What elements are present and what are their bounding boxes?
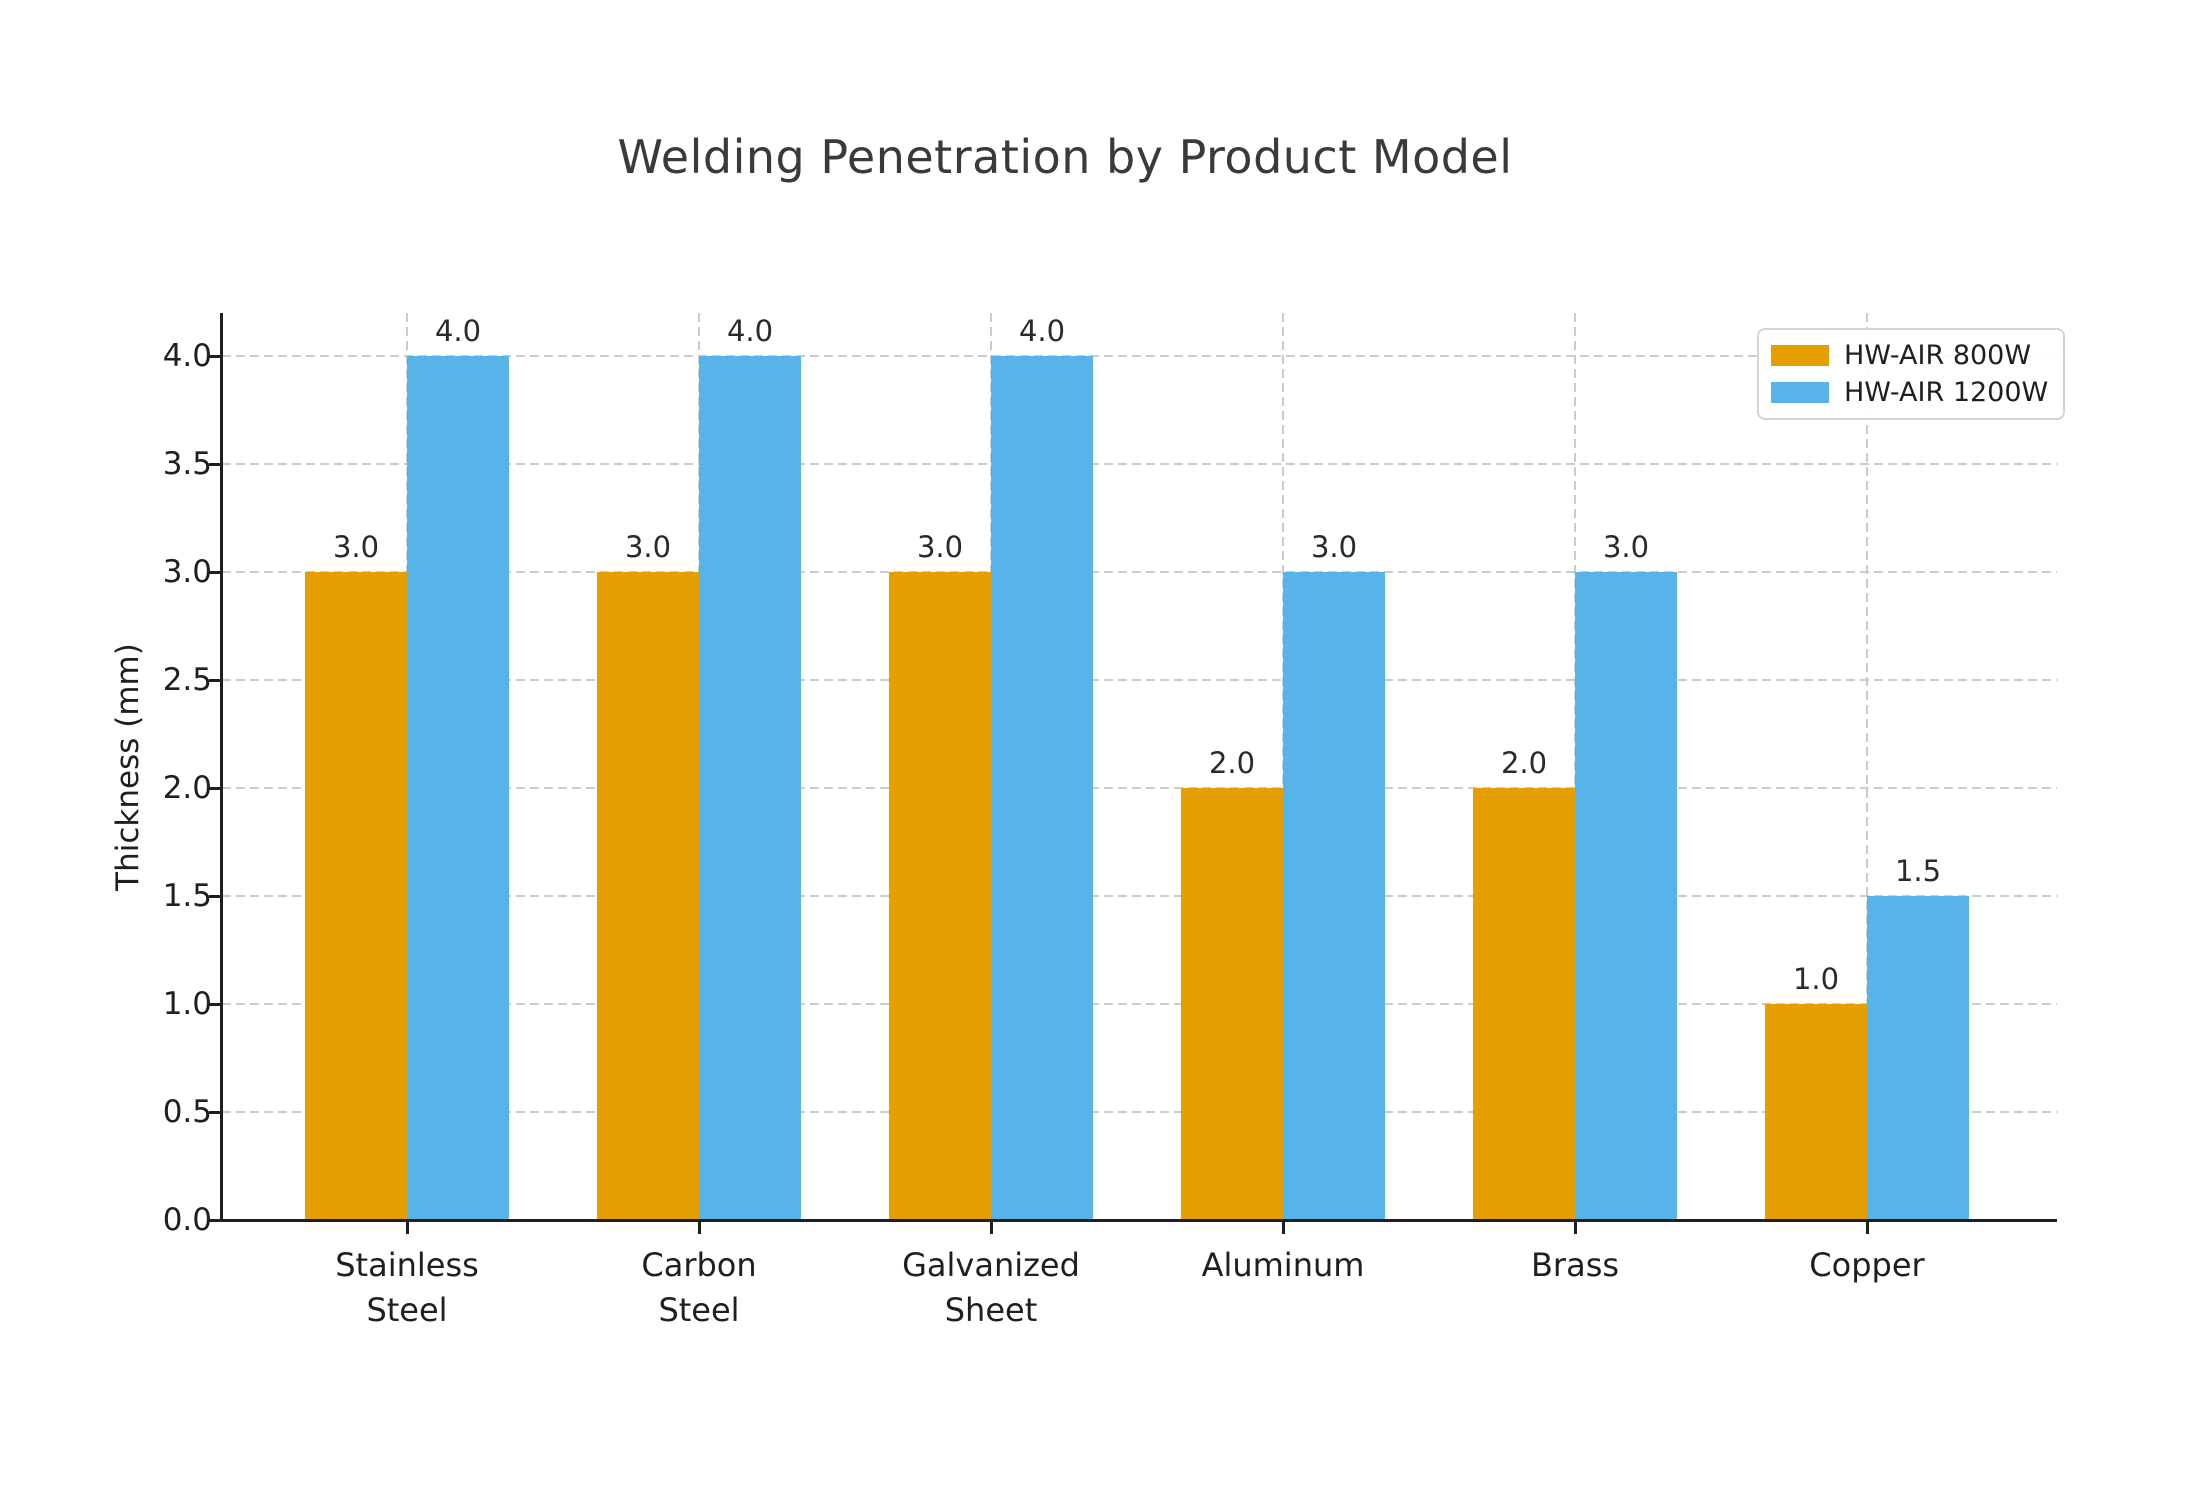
gridline-horizontal-2.5 [222, 679, 2057, 682]
bar-hw-air-800w-carbon-steel [597, 572, 699, 1220]
y-tick-label-4: 4.0 [162, 338, 212, 375]
legend-row-800w: HW-AIR 800W [1771, 340, 2051, 371]
y-tick-label-1: 1.0 [162, 986, 212, 1023]
bar-hw-air-1200w-aluminum [1283, 572, 1385, 1220]
gridline-horizontal-4 [222, 355, 2057, 358]
bar-value-label-hw-air-800w-carbon-steel: 3.0 [624, 530, 672, 565]
bar-value-label-hw-air-800w-galvanized-sheet: 3.0 [916, 530, 964, 565]
bar-hw-air-1200w-brass [1575, 572, 1677, 1220]
y-tick-label-0: 0.0 [162, 1202, 212, 1238]
legend-swatch-800w [1771, 345, 1829, 366]
y-tick-0 [209, 1219, 221, 1222]
bar-hw-air-800w-stainless-steel [305, 572, 407, 1220]
y-tick-2 [209, 787, 221, 791]
bar-value-label-hw-air-1200w-stainless-steel: 4.0 [434, 314, 482, 349]
gridline-horizontal-1 [222, 1003, 2057, 1006]
x-tick-carbon-steel [698, 1222, 701, 1234]
bar-hw-air-1200w-galvanized-sheet [991, 356, 1093, 1220]
x-tick-aluminum [1282, 1222, 1285, 1234]
gridline-horizontal-0.5 [222, 1111, 2057, 1114]
legend: HW-AIR 800W HW-AIR 1200W [1757, 328, 2065, 420]
y-tick-3 [209, 571, 221, 575]
legend-label-800w: HW-AIR 800W [1844, 340, 2032, 371]
bar-value-label-hw-air-1200w-aluminum: 3.0 [1310, 530, 1358, 565]
x-tick-label-aluminum: Aluminum [1201, 1246, 1365, 1284]
bar-value-label-hw-air-1200w-galvanized-sheet: 4.0 [1018, 314, 1066, 349]
bar-value-label-hw-air-1200w-brass: 3.0 [1602, 530, 1650, 565]
y-tick-label-2: 2.0 [162, 770, 212, 807]
chart-title: Welding Penetration by Product Model [617, 130, 1513, 184]
bar-hw-air-800w-galvanized-sheet [889, 572, 991, 1220]
x-tick-label-stainless-steel: Stainless Steel [335, 1246, 479, 1329]
bar-hw-air-800w-brass [1473, 788, 1575, 1220]
x-tick-label-brass: Brass [1530, 1246, 1620, 1284]
gridline-vertical-copper [1866, 313, 1868, 1220]
y-tick-label-1.5: 1.5 [162, 878, 212, 915]
bar-hw-air-800w-aluminum [1181, 788, 1283, 1220]
x-tick-label-copper: Copper [1809, 1246, 1925, 1284]
y-tick-3.5 [209, 463, 221, 467]
legend-swatch-1200w [1771, 382, 1829, 403]
legend-row-1200w: HW-AIR 1200W [1771, 377, 2051, 408]
bar-hw-air-1200w-copper [1867, 896, 1969, 1220]
x-tick-galvanized-sheet [990, 1222, 993, 1234]
bar-value-label-hw-air-800w-stainless-steel: 3.0 [332, 530, 380, 565]
x-tick-copper [1866, 1222, 1869, 1234]
x-tick-label-galvanized-sheet: Galvanized Sheet [902, 1246, 1080, 1329]
bar-value-label-hw-air-800w-aluminum: 2.0 [1208, 746, 1256, 781]
bar-value-label-hw-air-800w-brass: 2.0 [1500, 746, 1548, 781]
gridline-horizontal-3 [222, 571, 2057, 574]
y-axis-spine [220, 313, 223, 1222]
y-tick-1 [209, 1003, 221, 1007]
y-tick-0.5 [209, 1111, 221, 1115]
gridline-horizontal-2 [222, 787, 2057, 790]
y-tick-2.5 [209, 679, 221, 683]
legend-label-1200w: HW-AIR 1200W [1844, 377, 2049, 408]
y-tick-label-0.5: 0.5 [162, 1094, 212, 1131]
y-tick-label-2.5: 2.5 [162, 662, 212, 699]
x-axis-spine [220, 1219, 2057, 1222]
y-tick-4 [209, 355, 221, 359]
bar-value-label-hw-air-1200w-copper: 1.5 [1894, 854, 1942, 889]
y-tick-label-3: 3.0 [162, 554, 212, 591]
gridline-horizontal-3.5 [222, 463, 2057, 466]
bar-hw-air-800w-copper [1765, 1004, 1867, 1220]
bar-value-label-hw-air-800w-copper: 1.0 [1792, 962, 1840, 997]
bar-value-label-hw-air-1200w-carbon-steel: 4.0 [726, 314, 774, 349]
bar-hw-air-1200w-carbon-steel [699, 356, 801, 1220]
y-tick-1.5 [209, 895, 221, 899]
y-tick-label-3.5: 3.5 [162, 446, 212, 483]
x-tick-brass [1574, 1222, 1577, 1234]
x-tick-stainless-steel [406, 1222, 409, 1234]
bar-hw-air-1200w-stainless-steel [407, 356, 509, 1220]
gridline-horizontal-1.5 [222, 895, 2057, 898]
x-tick-label-carbon-steel: Carbon Steel [641, 1246, 757, 1329]
